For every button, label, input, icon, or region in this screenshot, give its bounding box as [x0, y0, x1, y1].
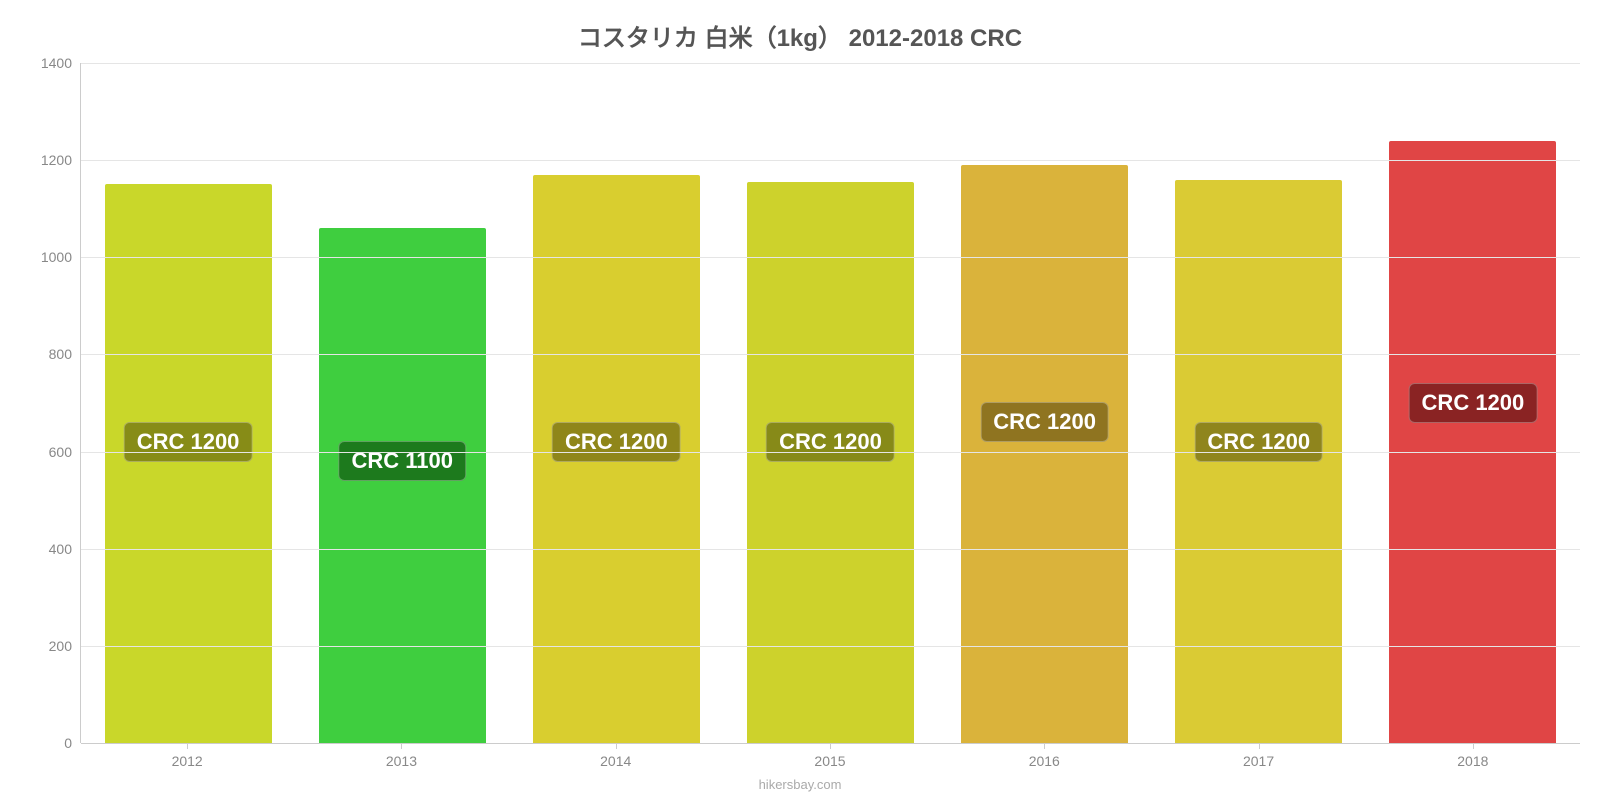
- plot-area: CRC 1200 CRC 1100 CRC 1200 CRC 1200 CRC 1200…: [80, 63, 1580, 743]
- bar: [1389, 141, 1556, 743]
- bar-value-label: CRC 1200: [124, 422, 253, 462]
- x-tick-label: 2015: [723, 743, 937, 773]
- x-axis: 2012201320142015201620172018: [80, 743, 1580, 773]
- x-tick-label: 2013: [294, 743, 508, 773]
- bar-value-label: CRC 1200: [980, 402, 1109, 442]
- gridline: [81, 257, 1580, 258]
- bar-slot: CRC 1200: [938, 63, 1152, 743]
- bar-slot: CRC 1200: [509, 63, 723, 743]
- bar-value-label: CRC 1100: [338, 441, 466, 481]
- gridline: [81, 354, 1580, 355]
- bar-value-label: CRC 1200: [1409, 383, 1538, 423]
- bar: [747, 182, 914, 743]
- bar-value-label: CRC 1200: [1194, 422, 1323, 462]
- y-tick-label: 1200: [41, 152, 72, 168]
- y-tick-label: 200: [49, 638, 72, 654]
- bar-value-label: CRC 1200: [766, 422, 895, 462]
- x-tick-label: 2017: [1151, 743, 1365, 773]
- bar: [319, 228, 486, 743]
- x-tick-label: 2012: [80, 743, 294, 773]
- gridline: [81, 549, 1580, 550]
- bar: [961, 165, 1128, 743]
- gridline: [81, 646, 1580, 647]
- bar-value-label: CRC 1200: [552, 422, 681, 462]
- y-tick-label: 1000: [41, 249, 72, 265]
- y-tick-label: 800: [49, 346, 72, 362]
- chart-body: 0200400600800100012001400 CRC 1200CRC 11…: [20, 63, 1580, 743]
- y-tick-label: 1400: [41, 55, 72, 71]
- x-tick-label: 2014: [509, 743, 723, 773]
- bars-row: CRC 1200 CRC 1100 CRC 1200 CRC 1200 CRC 1200…: [81, 63, 1580, 743]
- x-tick-label: 2016: [937, 743, 1151, 773]
- bar-slot: CRC 1200: [81, 63, 295, 743]
- y-tick-label: 600: [49, 444, 72, 460]
- y-tick-label: 0: [64, 735, 72, 751]
- bar-slot: CRC 1200: [1366, 63, 1580, 743]
- bar-slot: CRC 1200: [723, 63, 937, 743]
- y-axis: 0200400600800100012001400: [20, 63, 80, 743]
- gridline: [81, 63, 1580, 64]
- chart-container: コスタリカ 白米（1kg） 2012-2018 CRC 0 200 400 600 80…: [0, 0, 1600, 800]
- attribution: hikersbay.com: [20, 777, 1580, 792]
- gridline: [81, 160, 1580, 161]
- bar-slot: CRC 1100: [295, 63, 509, 743]
- gridline: [81, 452, 1580, 453]
- bar-slot: CRC 1200: [1152, 63, 1366, 743]
- bar: [105, 184, 272, 743]
- y-tick-label: 400: [49, 541, 72, 557]
- x-tick-label: 2018: [1366, 743, 1580, 773]
- chart-title: コスタリカ 白米（1kg） 2012-2018 CRC: [20, 18, 1580, 53]
